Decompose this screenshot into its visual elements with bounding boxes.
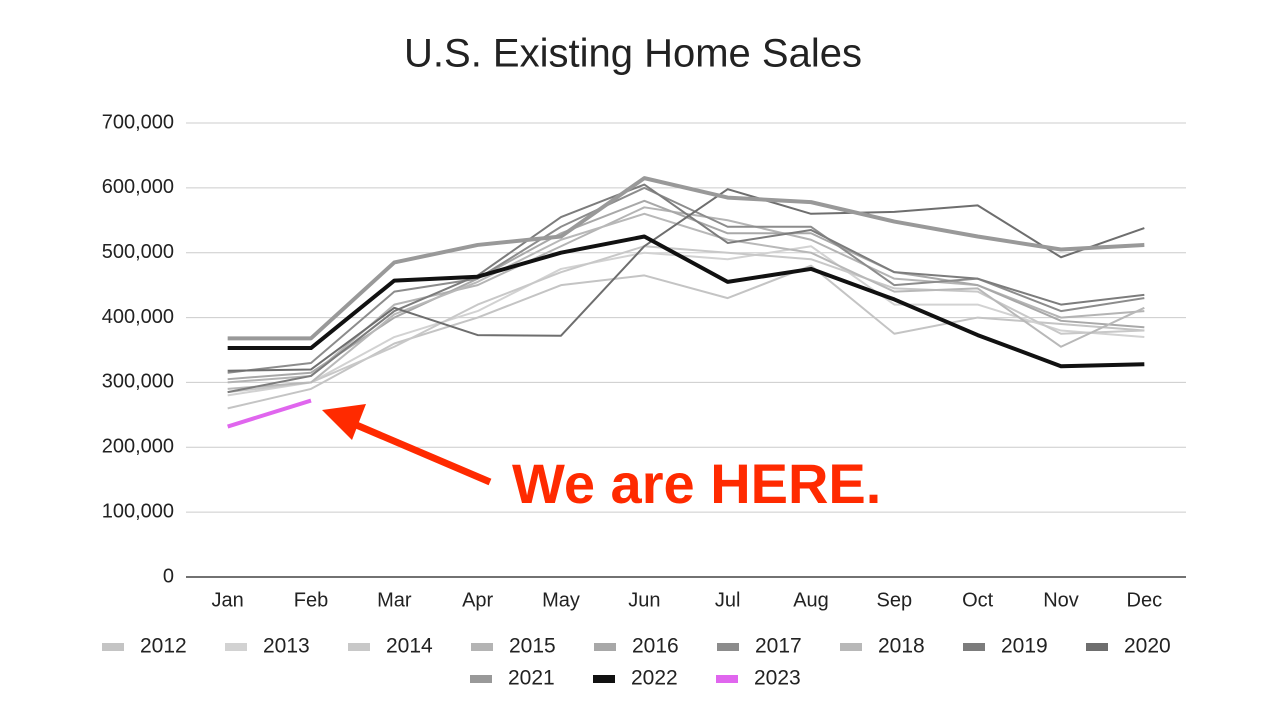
legend-swatch [348, 643, 370, 651]
y-tick-label: 0 [163, 565, 174, 587]
legend-swatch [1086, 643, 1108, 651]
arrow-head [322, 404, 366, 440]
legend-label: 2022 [631, 667, 678, 690]
legend-swatch [470, 675, 492, 683]
legend-label: 2015 [509, 635, 556, 658]
x-tick-label: Feb [294, 589, 328, 611]
legend-swatch [840, 643, 862, 651]
x-tick-label: Oct [962, 589, 994, 611]
y-tick-label: 100,000 [102, 500, 174, 522]
legend-label: 2021 [508, 667, 555, 690]
legend-swatch [717, 643, 739, 651]
legend-swatch [963, 643, 985, 651]
x-tick-label: Jan [212, 589, 244, 611]
x-tick-label: Aug [793, 589, 829, 611]
legend-swatch [593, 675, 615, 683]
x-tick-label: Apr [462, 589, 493, 611]
legend-label: 2023 [754, 667, 801, 690]
series-line [227, 234, 1145, 369]
legend-swatch [716, 675, 738, 683]
legend-swatch [225, 643, 247, 651]
legend-swatch [594, 643, 616, 651]
plot: 0 100,000 200,000 300,000 400,000 500,000 600,… [102, 111, 1186, 690]
legend-label: 2018 [878, 635, 925, 658]
series-line [227, 188, 1145, 372]
series-line [227, 176, 1145, 341]
legend-label: 2019 [1001, 635, 1048, 658]
legend-swatch [102, 643, 124, 651]
x-tick-label: Jun [628, 589, 660, 611]
series-line [227, 398, 312, 429]
legend-label: 2012 [140, 635, 187, 658]
y-tick-label: 400,000 [102, 306, 174, 328]
y-tick-label: 500,000 [102, 241, 174, 263]
legend-label: 2014 [386, 635, 433, 658]
chart-title: U.S. Existing Home Sales [404, 32, 862, 76]
series-line [227, 264, 1145, 410]
series-line [227, 245, 1145, 397]
legend-label: 2017 [755, 635, 802, 658]
x-tick-label: Mar [377, 589, 412, 611]
y-tick-label: 200,000 [102, 436, 174, 458]
y-tick-label: 600,000 [102, 176, 174, 198]
x-tick-label: May [542, 589, 580, 611]
x-tick-label: Jul [715, 589, 741, 611]
legend-label: 2020 [1124, 635, 1171, 658]
series-line [227, 183, 1145, 394]
y-tick-label: 700,000 [102, 111, 174, 133]
annotation: We are HERE. [512, 452, 881, 515]
x-tick-label: Sep [877, 589, 913, 611]
arrow-shaft [338, 414, 492, 486]
series-line [227, 206, 1145, 384]
y-tick-label: 300,000 [102, 371, 174, 393]
x-tick-label: Nov [1043, 589, 1079, 611]
x-tick-label: Dec [1127, 589, 1163, 611]
legend-label: 2013 [263, 635, 310, 658]
series-line [227, 212, 1145, 390]
legend-swatch [471, 643, 493, 651]
series-line [227, 186, 1145, 374]
legend-label: 2016 [632, 635, 679, 658]
